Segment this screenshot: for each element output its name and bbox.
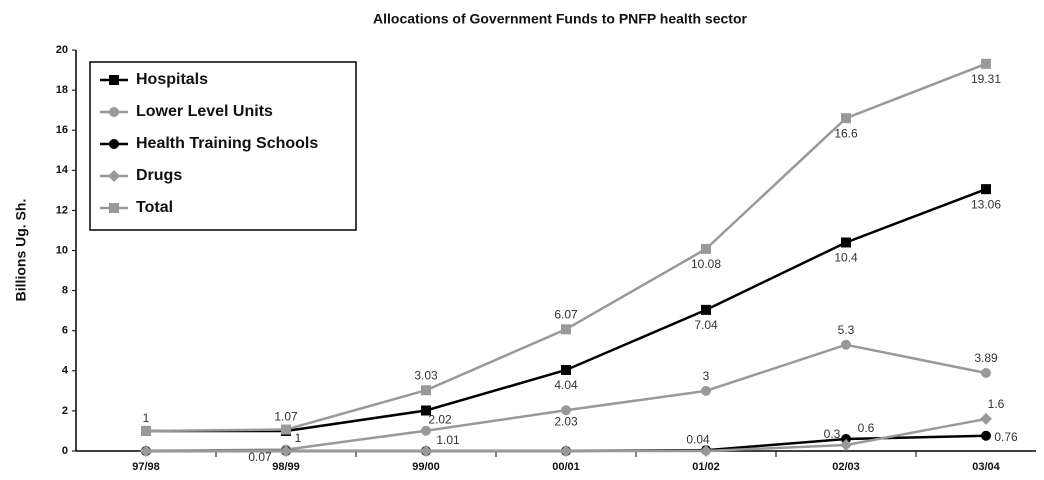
legend-marker [108,170,120,182]
data-point [981,430,991,441]
data-point [421,385,431,396]
data-point [981,58,991,69]
data-point [700,445,712,457]
legend-box [89,61,357,231]
data-point [841,339,851,350]
data-point [701,385,711,396]
data-label: 2.03 [554,414,578,428]
data-label: 2.02 [428,413,452,427]
legend-label: Total [136,199,173,216]
y-tick-label: 20 [56,44,68,56]
legend-marker [109,75,119,85]
legend-label: Health Training Schools [136,135,318,152]
x-tick-label: 97/98 [132,461,160,473]
data-label: 0.04 [686,432,710,446]
data-label: 0.76 [994,430,1018,444]
data-point [140,445,152,457]
data-label: 0.3 [824,427,841,441]
legend-label: Hospitals [136,71,208,88]
data-label: 16.6 [834,126,858,140]
data-label: 3 [703,369,710,383]
y-tick-label: 2 [62,405,68,417]
data-label: 1 [295,431,302,445]
data-point [141,425,151,436]
y-tick-label: 12 [56,204,68,216]
data-label: 3.89 [974,351,998,365]
data-point [841,113,851,124]
data-label: 10.08 [691,257,721,271]
data-point [280,445,292,457]
y-tick-label: 16 [56,124,68,136]
x-tick-label: 98/99 [272,461,300,473]
data-label: 3.03 [414,368,438,382]
legend-marker [109,139,119,149]
data-point [841,433,851,444]
data-point [281,424,291,435]
data-point [701,304,711,315]
data-label: 1.6 [988,397,1005,411]
x-tick-label: 02/03 [832,461,860,473]
data-point [561,364,571,375]
data-label: 7.04 [694,318,718,332]
legend-marker [109,107,119,117]
data-point [701,243,711,254]
chart-title: Allocations of Government Funds to PNFP … [373,11,747,27]
x-tick-label: 99/00 [412,461,440,473]
data-label: 0.07 [248,450,272,464]
x-tick-label: 03/04 [972,461,1000,473]
data-point [560,445,572,457]
data-label: 0.6 [858,421,875,435]
y-tick-label: 14 [56,164,69,176]
y-axis-title: Billions Ug. Sh. [13,199,29,302]
data-label: 1.01 [436,433,460,447]
y-tick-label: 18 [56,84,68,96]
data-point [561,324,571,335]
data-point [981,368,991,379]
data-label: 4.04 [554,378,578,392]
y-tick-label: 10 [56,244,68,256]
legend-label: Lower Level Units [136,103,273,120]
y-tick-label: 8 [62,285,68,297]
data-point [981,184,991,195]
data-label: 1.07 [274,410,298,424]
y-tick-label: 0 [62,445,68,457]
data-point [980,412,992,425]
data-point [841,237,851,248]
legend-label: Drugs [136,167,182,184]
data-label: 13.06 [971,197,1001,211]
data-label: 1 [143,411,150,425]
data-label: 6.07 [554,307,578,321]
y-tick-label: 6 [62,325,68,337]
x-tick-label: 00/01 [552,461,580,473]
data-point [840,438,852,451]
legend-marker [109,203,119,213]
data-point [420,445,432,457]
data-label: 10.4 [834,251,858,265]
data-point [421,425,431,436]
data-label: 5.3 [838,323,855,337]
data-point [421,405,431,416]
x-tick-label: 01/02 [692,461,720,473]
y-tick-label: 4 [62,365,69,377]
data-point [561,405,571,416]
data-label: 19.31 [971,72,1001,86]
